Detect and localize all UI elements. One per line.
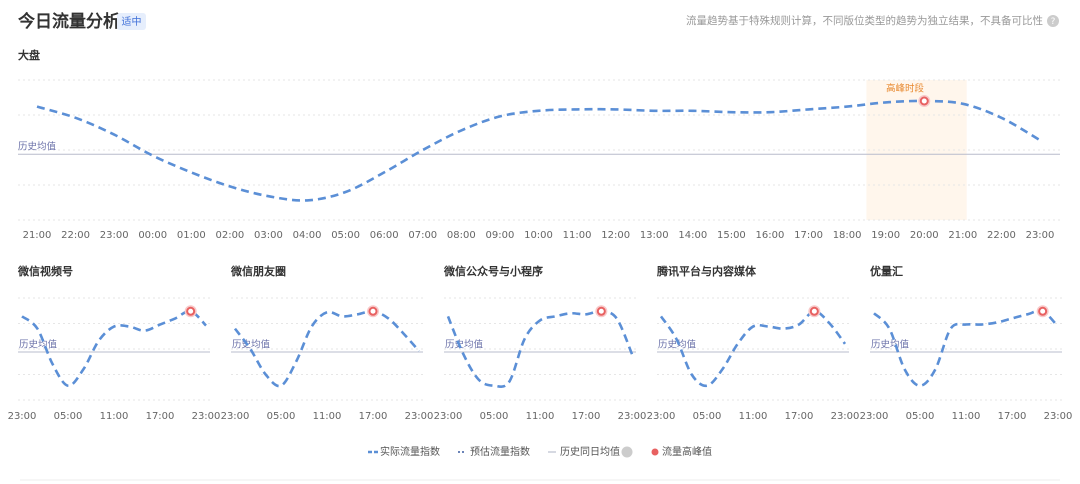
note: 流量趋势基于特殊规则计算，不同版位类型的趋势为独立结果，不具备可比性 — [686, 14, 1043, 27]
reference-label: 历史均值 — [18, 141, 57, 153]
x-tick-label: 00:00 — [138, 230, 167, 241]
x-tick-label: 02:00 — [215, 230, 244, 241]
badge-bg — [117, 13, 146, 30]
page-title: 今日流量分析 — [18, 11, 120, 32]
x-tick-label: 16:00 — [756, 230, 785, 241]
x-tick-label: 17:00 — [146, 411, 175, 422]
x-tick-label: 05:00 — [693, 411, 722, 422]
badge: 适中 — [122, 15, 142, 28]
reference-label: 历史均值 — [871, 339, 910, 351]
x-tick-label: 11:00 — [313, 411, 342, 422]
x-tick-label: 11:00 — [739, 411, 768, 422]
x-tick-label: 22:00 — [61, 230, 90, 241]
x-tick-label: 11:00 — [952, 411, 981, 422]
x-tick-label: 15:00 — [717, 230, 746, 241]
x-tick-label: 17:00 — [359, 411, 388, 422]
help-icon[interactable] — [1047, 15, 1059, 27]
legend-label: 历史同日均值 — [560, 445, 620, 458]
legend-help-icon[interactable] — [621, 446, 633, 458]
series-line — [233, 309, 420, 388]
chart-title: 微信视频号 — [17, 264, 73, 278]
x-tick-label: 11:00 — [526, 411, 555, 422]
x-tick-label: 05:00 — [906, 411, 935, 422]
series-line — [21, 309, 207, 388]
x-tick-label: 23:00 — [100, 230, 129, 241]
reference-label: 历史均值 — [19, 339, 58, 351]
x-tick-label: 23:00 — [221, 411, 250, 422]
x-tick-label: 11:00 — [563, 230, 592, 241]
x-tick-label: 06:00 — [370, 230, 399, 241]
x-tick-label: 18:00 — [833, 230, 862, 241]
legend-swatch — [651, 448, 659, 456]
x-tick-label: 11:00 — [100, 411, 129, 422]
x-tick-label: 01:00 — [177, 230, 206, 241]
chart-title: 腾讯平台与内容媒体 — [657, 264, 757, 278]
x-tick-label: 23:00 — [1026, 230, 1055, 241]
peak-marker — [1038, 306, 1048, 316]
x-tick-label: 23:00 — [647, 411, 676, 422]
x-tick-label: 05:00 — [331, 230, 360, 241]
x-tick-label: 23:00 — [1044, 411, 1073, 422]
legend-label: 预估流量指数 — [470, 445, 530, 458]
x-tick-label: 17:00 — [785, 411, 814, 422]
x-tick-label: 17:00 — [572, 411, 601, 422]
peak-marker — [186, 306, 196, 316]
chart-title: 微信公众号与小程序 — [443, 264, 543, 278]
peak-marker — [596, 306, 606, 316]
x-tick-label: 23:00 — [405, 411, 434, 422]
peak-marker — [809, 306, 819, 316]
x-tick-label: 17:00 — [998, 411, 1027, 422]
x-tick-label: 23:00 — [8, 411, 37, 422]
reference-label: 历史均值 — [232, 339, 271, 351]
x-tick-label: 21:00 — [948, 230, 977, 241]
x-tick-label: 05:00 — [267, 411, 296, 422]
x-tick-label: 14:00 — [678, 230, 707, 241]
x-tick-label: 12:00 — [601, 230, 630, 241]
x-tick-label: 20:00 — [910, 230, 939, 241]
x-tick-label: 23:00 — [618, 411, 647, 422]
x-tick-label: 10:00 — [524, 230, 553, 241]
chart-title: 优量汇 — [870, 264, 903, 278]
x-tick-label: 22:00 — [987, 230, 1016, 241]
chart-title: 微信朋友圈 — [230, 264, 286, 278]
peak-annotation: 高峰时段 — [886, 83, 925, 95]
peak-marker — [368, 306, 378, 316]
x-tick-label: 09:00 — [486, 230, 515, 241]
legend-label: 流量高峰值 — [662, 445, 712, 458]
reference-label: 历史均值 — [658, 339, 697, 351]
x-tick-label: 17:00 — [794, 230, 823, 241]
x-tick-label: 23:00 — [860, 411, 889, 422]
x-tick-label: 05:00 — [480, 411, 509, 422]
x-tick-label: 08:00 — [447, 230, 476, 241]
x-tick-label: 07:00 — [408, 230, 437, 241]
x-tick-label: 23:00 — [831, 411, 860, 422]
x-tick-label: 05:00 — [54, 411, 83, 422]
series-line — [873, 309, 1059, 388]
x-tick-label: 23:00 — [434, 411, 463, 422]
x-tick-label: 03:00 — [254, 230, 283, 241]
help-icon-mark: ? — [1051, 17, 1056, 27]
peak-marker — [919, 96, 929, 106]
x-tick-label: 21:00 — [23, 230, 52, 241]
x-tick-label: 23:00 — [192, 411, 221, 422]
series-line — [36, 99, 1041, 202]
reference-label: 历史均值 — [445, 339, 484, 351]
x-tick-label: 13:00 — [640, 230, 669, 241]
chart-title: 大盘 — [18, 48, 40, 62]
series-line — [659, 309, 847, 388]
legend-label: 实际流量指数 — [380, 445, 440, 458]
x-tick-label: 04:00 — [293, 230, 322, 241]
x-tick-label: 19:00 — [871, 230, 900, 241]
